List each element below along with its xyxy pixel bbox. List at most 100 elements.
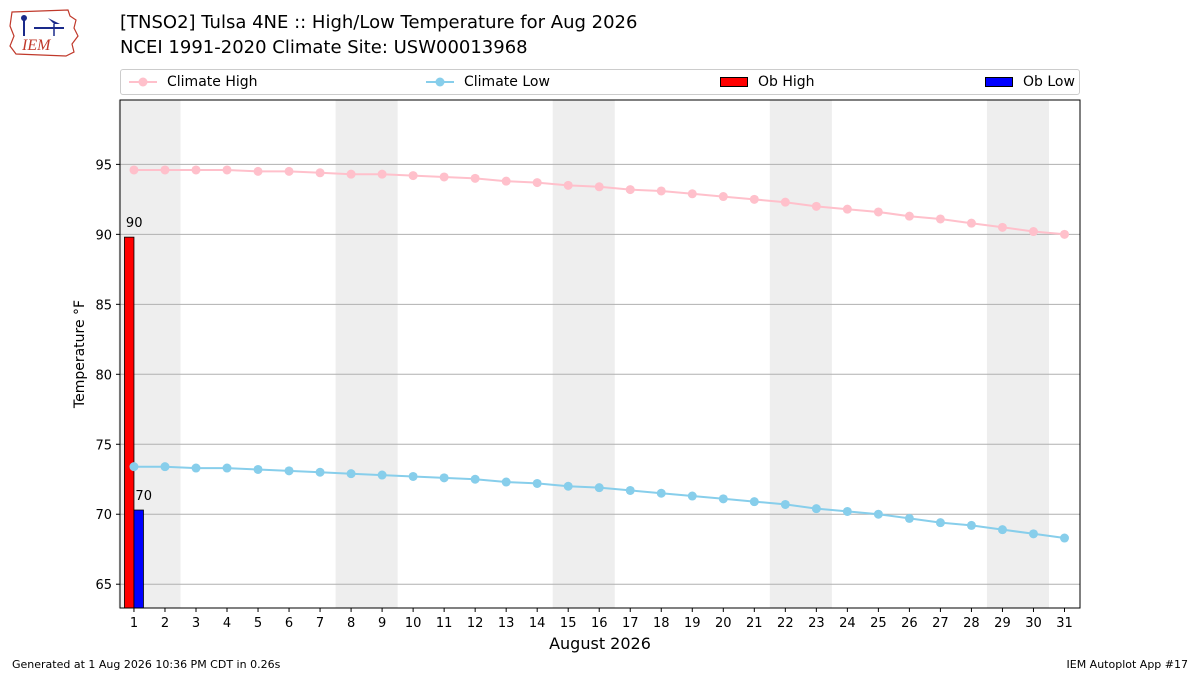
y-axis-label: Temperature °F xyxy=(72,300,88,409)
climate-high-point xyxy=(532,178,542,188)
climate-high-point xyxy=(222,165,232,175)
x-tick-label: 4 xyxy=(223,616,231,631)
climate-low-point xyxy=(191,463,201,473)
climate-low-point xyxy=(129,462,139,472)
logo-text: IEM xyxy=(21,37,52,54)
climate-low-point xyxy=(346,469,356,479)
x-tick-label: 18 xyxy=(653,616,670,631)
climate-low-point xyxy=(718,494,728,504)
x-tick-label: 10 xyxy=(405,616,422,631)
climate-low-point xyxy=(1028,529,1038,539)
x-tick-label: 11 xyxy=(436,616,453,631)
legend-item-climate-low: Climate Low xyxy=(426,70,550,94)
x-tick-label: 8 xyxy=(347,616,355,631)
climate-high-point xyxy=(873,207,883,217)
climate-high-point xyxy=(1028,227,1038,237)
x-tick-label: 5 xyxy=(254,616,262,631)
climate-low-point xyxy=(842,506,852,516)
weekend-band xyxy=(769,100,832,608)
climate-high-point xyxy=(439,172,449,182)
climate-high-point xyxy=(315,168,325,178)
y-tick-label: 90 xyxy=(95,228,112,243)
x-tick-label: 26 xyxy=(901,616,918,631)
ob-high-bar xyxy=(124,236,135,609)
climate-low-point xyxy=(873,509,883,519)
generated-timestamp: Generated at 1 Aug 2026 10:36 PM CDT in … xyxy=(12,658,281,671)
y-tick-label: 75 xyxy=(95,438,112,453)
climate-high-point xyxy=(656,186,666,196)
x-tick-label: 28 xyxy=(963,616,980,631)
x-tick-label: 9 xyxy=(378,616,386,631)
climate-high-marker-icon xyxy=(129,77,157,87)
x-tick-label: 12 xyxy=(467,616,484,631)
ob-low-bar-label: 70 xyxy=(135,489,152,504)
climate-high-point xyxy=(1059,229,1069,239)
climate-high-point xyxy=(904,211,914,221)
climate-high-point xyxy=(284,166,294,176)
climate-high-point xyxy=(377,169,387,179)
x-tick-label: 14 xyxy=(529,616,546,631)
weekend-band xyxy=(986,100,1049,608)
x-tick-label: 3 xyxy=(192,616,200,631)
climate-low-point xyxy=(532,478,542,488)
climate-low-point xyxy=(253,464,263,474)
climate-high-point xyxy=(718,192,728,202)
ob-high-swatch-icon xyxy=(720,77,748,87)
ob-low-swatch-icon xyxy=(985,77,1013,87)
x-tick-label: 6 xyxy=(285,616,293,631)
x-axis-label: August 2026 xyxy=(549,634,651,653)
climate-high-point xyxy=(935,214,945,224)
climate-low-point xyxy=(780,499,790,509)
climate-low-point xyxy=(935,518,945,528)
legend-label-climate-high: Climate High xyxy=(167,74,258,90)
climate-high-point xyxy=(191,165,201,175)
x-tick-label: 20 xyxy=(715,616,732,631)
climate-high-point xyxy=(470,173,480,183)
climate-low-point xyxy=(625,485,635,495)
app-credit: IEM Autoplot App #17 xyxy=(1066,658,1189,671)
climate-low-point xyxy=(811,504,821,514)
x-tick-label: 25 xyxy=(870,616,887,631)
climate-high-point xyxy=(625,185,635,195)
y-tick-label: 65 xyxy=(95,578,112,593)
legend-label-climate-low: Climate Low xyxy=(464,74,550,90)
chart-title: [TNSO2] Tulsa 4NE :: High/Low Temperatur… xyxy=(120,12,638,33)
climate-high-point xyxy=(780,197,790,207)
climate-high-point xyxy=(501,176,511,186)
climate-low-point xyxy=(408,471,418,481)
x-tick-label: 16 xyxy=(591,616,608,631)
climate-high-point xyxy=(811,201,821,211)
climate-high-point xyxy=(687,189,697,199)
climate-low-point xyxy=(1059,533,1069,543)
x-tick-label: 22 xyxy=(777,616,794,631)
climate-high-point xyxy=(997,222,1007,232)
y-tick-label: 80 xyxy=(95,368,112,383)
weekend-shading xyxy=(118,100,1049,608)
climate-low-point xyxy=(563,481,573,491)
legend-label-ob-low: Ob Low xyxy=(1023,74,1075,90)
climate-high-point xyxy=(749,194,759,204)
x-tick-label: 1 xyxy=(130,616,138,631)
climate-low-point xyxy=(594,483,604,493)
climate-low-point xyxy=(222,463,232,473)
climate-high-point xyxy=(594,182,604,192)
climate-high-point xyxy=(346,169,356,179)
x-tick-label: 17 xyxy=(622,616,639,631)
x-tick-label: 21 xyxy=(746,616,763,631)
climate-high-point xyxy=(842,204,852,214)
ob-low-bar xyxy=(133,509,144,609)
x-tick-label: 29 xyxy=(994,616,1011,631)
x-tick-label: 27 xyxy=(932,616,949,631)
climate-high-point xyxy=(253,166,263,176)
x-tick-label: 31 xyxy=(1056,616,1073,631)
y-tick-label: 70 xyxy=(95,508,112,523)
y-tick-label: 95 xyxy=(95,158,112,173)
climate-high-point xyxy=(966,218,976,228)
climate-low-point xyxy=(439,473,449,483)
legend-item-ob-high: Ob High xyxy=(720,70,815,94)
climate-low-point xyxy=(501,477,511,487)
y-tick-label: 85 xyxy=(95,298,112,313)
x-tick-label: 7 xyxy=(316,616,324,631)
x-tick-label: 30 xyxy=(1025,616,1042,631)
x-tick-label: 13 xyxy=(498,616,515,631)
